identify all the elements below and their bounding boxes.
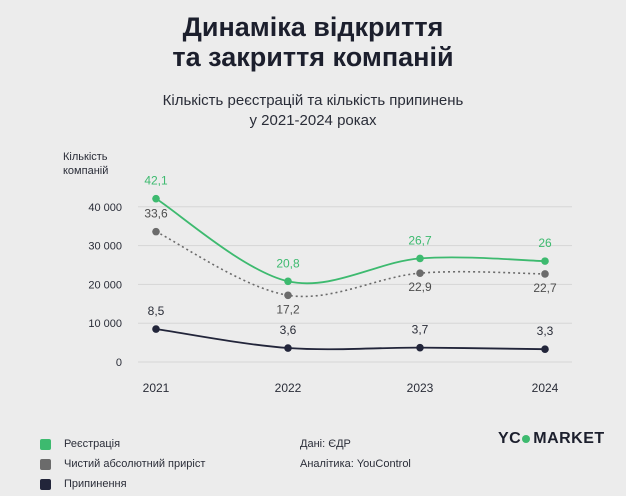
y-axis-label-line-1: Кількість (63, 151, 108, 163)
y-tick-label-2: 20 000 (88, 279, 122, 291)
series-line-registration (155, 197, 546, 285)
data-label-registration-2024: 26 (538, 236, 552, 250)
data-point-registration-2024 (541, 257, 549, 265)
data-point-registration-2021 (152, 194, 160, 203)
data-label-net-growth-2021: 33,6 (144, 207, 168, 221)
data-point-net-growth-2021 (152, 227, 160, 236)
x-tick-label-2: 2023 (407, 381, 434, 395)
legend-item-net-growth: Чистий абсолютний приріст (40, 454, 205, 474)
legend-label-registration: Реєстрація (64, 438, 121, 450)
source-note: Дані: ЄДР Аналітика: YouControl (300, 434, 411, 474)
legend-item-termination: Припинення (40, 474, 205, 494)
brand-dot-icon (522, 435, 531, 443)
data-label-net-growth-2024: 22,7 (533, 281, 557, 295)
legend-swatch-termination (40, 478, 51, 490)
data-point-net-growth-2024 (541, 270, 549, 278)
brand-logo-part1: YC (498, 430, 522, 447)
y-axis-label: Кількість компаній (63, 150, 133, 178)
data-point-registration-2022 (284, 277, 292, 286)
legend-swatch-registration (40, 438, 51, 450)
y-tick-label-1: 10 000 (88, 318, 122, 330)
x-tick-label-0: 2021 (143, 381, 170, 395)
brand-logo: YC MARKET (498, 430, 605, 448)
data-label-registration-2023: 26,7 (408, 233, 432, 247)
data-label-termination-2024: 3,3 (537, 324, 554, 338)
subtitle-line-1: Кількість реєстрацій та кількість припин… (162, 92, 464, 109)
legend-label-net-growth: Чистий абсолютний приріст (64, 458, 206, 470)
source-analytics: Аналітика: YouControl (300, 458, 411, 470)
chart-title: Динаміка відкриття та закриття компаній (0, 12, 626, 72)
data-label-net-growth-2022: 17,2 (276, 302, 300, 316)
legend-label-termination: Припинення (64, 478, 127, 490)
data-point-termination-2021 (152, 325, 160, 333)
data-point-net-growth-2022 (284, 291, 292, 300)
brand-logo-part2: MARKET (533, 430, 605, 447)
legend-item-registration: Реєстрація (40, 434, 205, 454)
chart-subtitle: Кількість реєстрацій та кількість припин… (0, 91, 626, 131)
data-label-termination-2023: 3,7 (412, 323, 429, 337)
data-label-registration-2021: 42,1 (144, 174, 168, 188)
title-line-2: та закриття компаній (172, 42, 454, 72)
legend: Реєстрація Чистий абсолютний приріст При… (40, 434, 205, 494)
data-point-net-growth-2023 (416, 269, 424, 277)
data-label-termination-2022: 3,6 (280, 323, 297, 337)
data-point-termination-2022 (284, 344, 292, 352)
series-line-net-growth (155, 230, 546, 298)
x-tick-label-3: 2024 (532, 381, 559, 395)
series-line-termination (155, 328, 546, 351)
data-point-registration-2023 (416, 254, 424, 263)
data-point-termination-2024 (541, 345, 549, 353)
legend-swatch-net-growth (40, 458, 51, 470)
title-line-1: Динаміка відкриття (182, 12, 444, 42)
data-label-termination-2021: 8,5 (148, 304, 165, 318)
x-tick-label-1: 2022 (275, 381, 302, 395)
subtitle-line-2: у 2021-2024 роках (249, 112, 377, 129)
data-label-registration-2022: 20,8 (276, 256, 300, 270)
source-data: Дані: ЄДР (300, 438, 351, 450)
y-tick-label-4: 40 000 (88, 202, 122, 214)
y-axis-label-line-2: компаній (63, 165, 109, 177)
line-chart: 0 10 000 20 000 30 000 40 000 2021 2022 2023 202… (88, 174, 572, 395)
data-label-net-growth-2023: 22,9 (408, 280, 432, 294)
y-tick-label-3: 30 000 (88, 241, 122, 253)
y-tick-label-0: 0 (116, 357, 122, 369)
data-point-termination-2023 (416, 343, 424, 352)
